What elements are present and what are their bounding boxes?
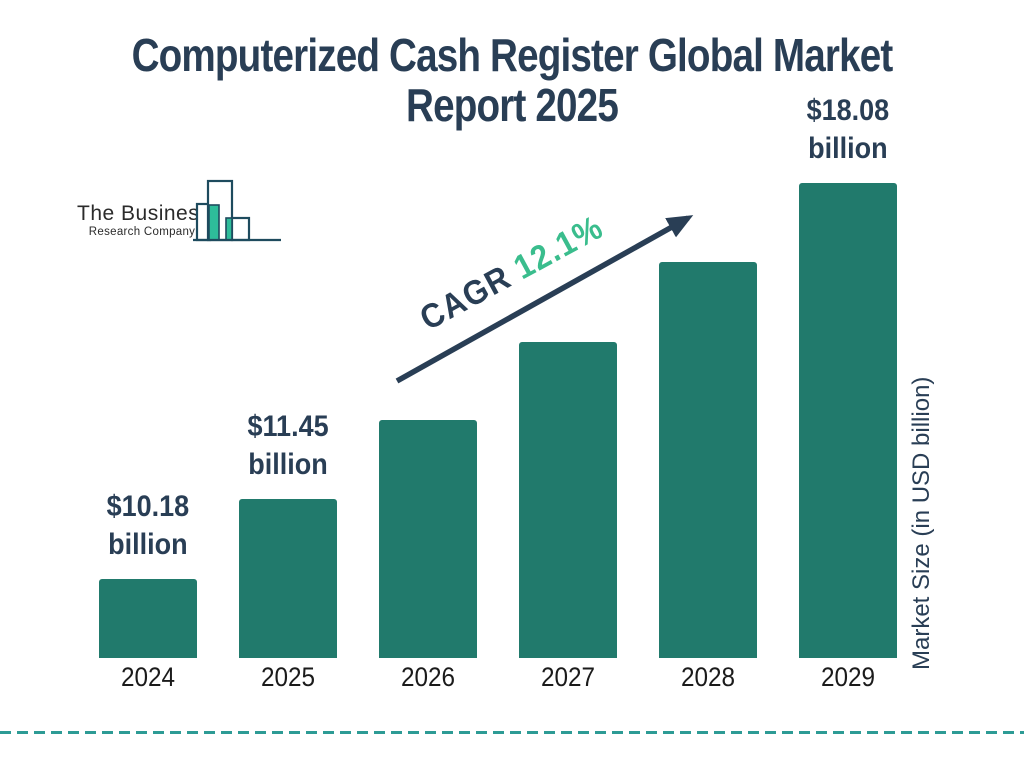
- bar-value-label: $18.08 billion: [807, 92, 890, 168]
- bar-column: $10.18 billion: [99, 488, 197, 658]
- bars-row: $10.18 billion $11.45 billion $18.08 bil…: [99, 92, 897, 658]
- bar-value-unit: billion: [108, 528, 188, 561]
- bar-column: [379, 420, 477, 658]
- bar-column: $11.45 billion: [239, 408, 337, 658]
- x-axis-labels-row: 2024 2025 2026 2027 2028 2029: [99, 662, 897, 693]
- bar-column: [659, 262, 757, 658]
- page-title: Computerized Cash Register Global Market…: [0, 30, 1024, 130]
- x-axis-label-2025: 2025: [260, 662, 316, 692]
- bar: [379, 420, 477, 658]
- x-axis-label-2026: 2026: [400, 662, 456, 692]
- logo-name-line2: Research Company: [88, 226, 196, 238]
- page-title-line1: Computerized Cash Register Global Market: [131, 29, 894, 81]
- logo-name-line1: The Business: [77, 202, 211, 225]
- logo-barchart-icon: [193, 179, 281, 242]
- bar-value-amount: $11.45: [247, 410, 329, 443]
- bar-column: [519, 342, 617, 658]
- bar-value-label: $11.45 billion: [247, 408, 328, 484]
- bar: [519, 342, 617, 658]
- x-axis-label-2029: 2029: [820, 662, 876, 692]
- company-logo: The Business Research Company: [72, 176, 287, 246]
- x-axis-label-2024: 2024: [120, 662, 176, 692]
- x-axis-label-2027: 2027: [540, 662, 596, 692]
- y-axis-title: Market Size (in USD billion): [908, 376, 935, 670]
- bar-column: $18.08 billion: [799, 92, 897, 658]
- page-title-line2: Report 2025: [406, 79, 619, 131]
- bar-value-amount: $10.18: [106, 490, 190, 523]
- bar: [799, 183, 897, 658]
- bar-value-amount: $18.08: [806, 94, 890, 127]
- bar: [239, 499, 337, 658]
- bar-value-label: $10.18 billion: [107, 488, 190, 564]
- bar-value-unit: billion: [248, 448, 328, 481]
- x-axis-label-2028: 2028: [680, 662, 736, 692]
- bar: [99, 579, 197, 658]
- bar: [659, 262, 757, 658]
- footer-dashed-divider: [0, 731, 1024, 734]
- bar-value-unit: billion: [808, 132, 888, 165]
